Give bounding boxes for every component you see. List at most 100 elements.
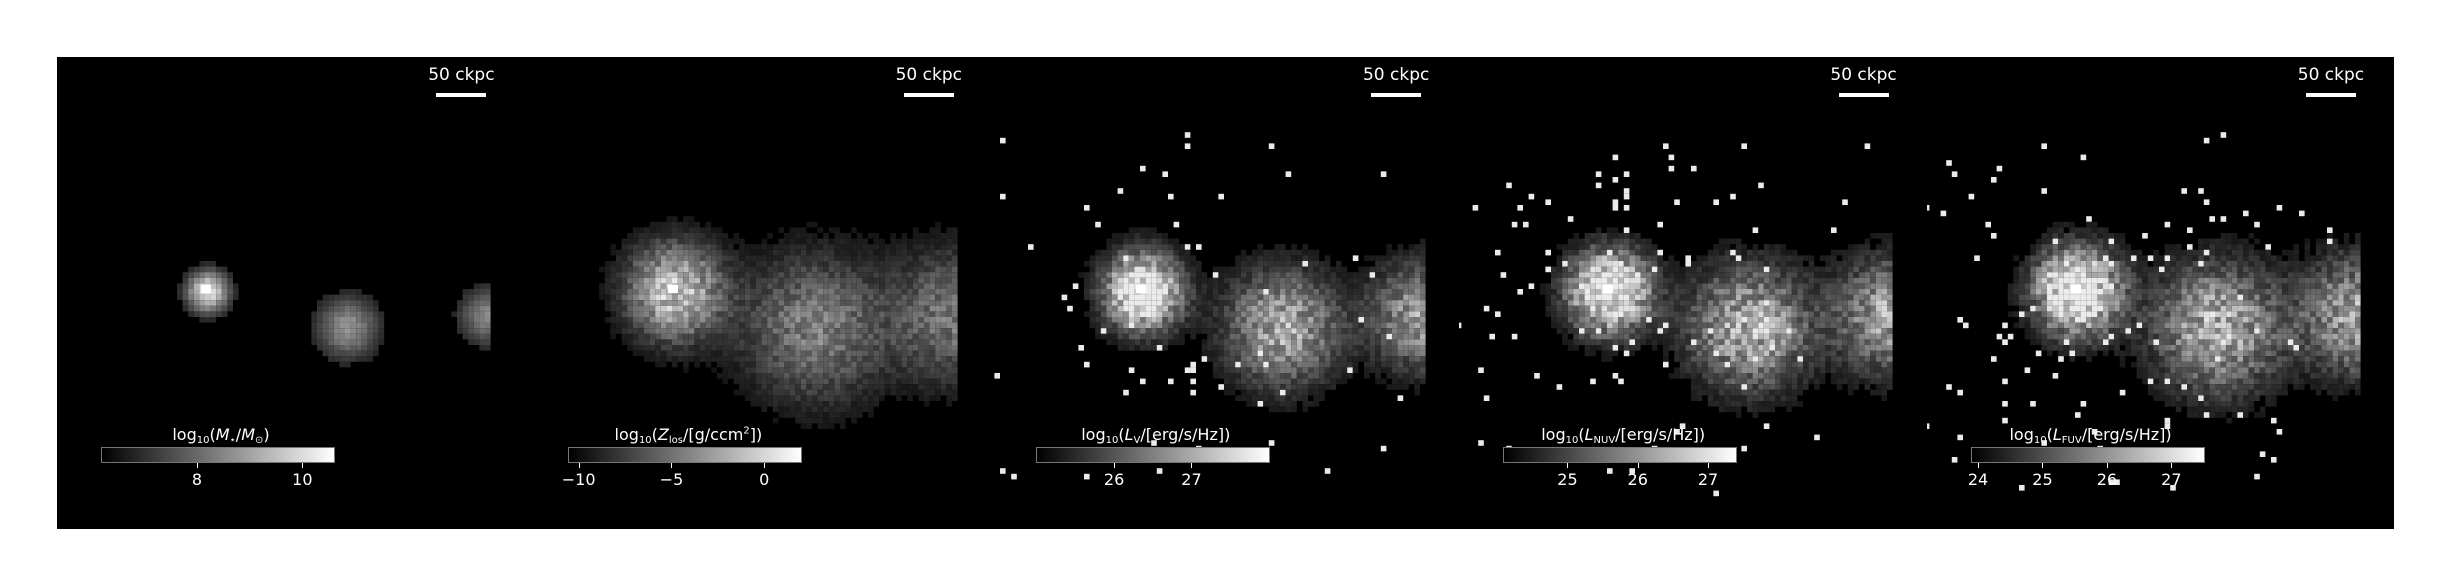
map-pixel bbox=[1257, 261, 1263, 267]
map-pixel bbox=[621, 317, 628, 323]
map-pixel bbox=[1668, 255, 1675, 261]
map-pixel bbox=[1369, 339, 1375, 345]
map-pixel bbox=[879, 305, 886, 312]
map-pixel bbox=[873, 272, 880, 278]
map-pixel bbox=[462, 300, 469, 306]
map-pixel bbox=[789, 261, 796, 267]
map-pixel bbox=[834, 384, 841, 390]
map-pixel bbox=[1819, 277, 1826, 284]
map-pixel bbox=[879, 266, 886, 273]
map-pixel bbox=[1397, 261, 1403, 267]
map-pixel bbox=[879, 272, 886, 278]
map-pixel bbox=[1178, 328, 1185, 334]
map-pixel bbox=[1223, 384, 1230, 390]
map-pixel bbox=[1696, 294, 1703, 301]
map-pixel bbox=[1374, 339, 1381, 345]
map-pixel bbox=[1853, 277, 1860, 284]
map-pixel bbox=[778, 305, 785, 312]
map-pixel bbox=[840, 361, 846, 368]
map-pixel bbox=[929, 350, 936, 357]
map-pixel bbox=[1590, 345, 1596, 351]
map-pixel bbox=[1657, 317, 1664, 323]
map-pixel bbox=[633, 249, 639, 256]
map-pixel bbox=[1724, 361, 1731, 368]
map-pixel bbox=[1881, 255, 1888, 261]
map-pixel bbox=[1691, 339, 1697, 345]
map-pixel bbox=[1201, 283, 1207, 289]
map-pixel bbox=[205, 294, 211, 301]
map-pixel bbox=[1674, 333, 1680, 340]
map-pixel bbox=[1590, 272, 1596, 278]
map-pixel bbox=[1579, 289, 1585, 295]
map-pixel bbox=[1663, 305, 1669, 312]
map-pixel bbox=[1601, 322, 1608, 329]
map-pixel bbox=[711, 294, 718, 301]
map-pixel bbox=[361, 300, 368, 306]
map-pixel bbox=[1346, 294, 1353, 301]
map-pixel bbox=[817, 283, 824, 289]
map-pixel bbox=[1847, 261, 1854, 267]
map-pixel bbox=[823, 412, 830, 418]
map-pixel bbox=[873, 317, 880, 323]
map-pixel bbox=[317, 311, 323, 317]
map-pixel bbox=[1640, 322, 1647, 329]
map-pixel bbox=[1156, 305, 1163, 312]
map-pixel bbox=[1201, 289, 1207, 295]
map-pixel bbox=[1302, 406, 1308, 413]
colorbar-label: log10(M⋆/M⊙) bbox=[172, 425, 270, 446]
map-pixel bbox=[924, 261, 930, 267]
map-pixel bbox=[1741, 322, 1748, 329]
map-pixel bbox=[1290, 322, 1297, 329]
map-pixel bbox=[1730, 384, 1736, 390]
map-pixel bbox=[205, 300, 211, 306]
map-pixel bbox=[485, 345, 491, 351]
map-pixel bbox=[1145, 345, 1151, 351]
map-pixel bbox=[1402, 300, 1409, 306]
map-pixel bbox=[1803, 283, 1809, 289]
map-pixel bbox=[1887, 249, 1893, 256]
map-pixel bbox=[1814, 311, 1820, 317]
map-pixel bbox=[868, 272, 874, 278]
map-pixel bbox=[1150, 266, 1157, 273]
map-pixel bbox=[1206, 339, 1213, 345]
map-pixel bbox=[1195, 261, 1202, 267]
map-pixel bbox=[1551, 289, 1557, 295]
map-pixel bbox=[1324, 300, 1331, 306]
map-pixel bbox=[1797, 289, 1804, 295]
map-pixel bbox=[1562, 305, 1568, 312]
map-pixel bbox=[677, 333, 684, 340]
map-pixel bbox=[1302, 244, 1308, 250]
map-pixel bbox=[851, 277, 858, 284]
map-pixel bbox=[756, 339, 762, 345]
map-pixel bbox=[913, 261, 919, 267]
map-pixel bbox=[1551, 294, 1557, 301]
map-pixel bbox=[806, 261, 813, 267]
map-pixel bbox=[834, 300, 841, 306]
map-pixel bbox=[1657, 333, 1664, 340]
map-pixel bbox=[1380, 345, 1387, 351]
map-pixel bbox=[1674, 277, 1680, 284]
map-pixel bbox=[345, 294, 351, 301]
map-pixel bbox=[1786, 272, 1792, 278]
map-pixel bbox=[1595, 339, 1602, 345]
map-pixel bbox=[1386, 345, 1392, 351]
map-pixel bbox=[739, 294, 746, 301]
map-pixel bbox=[952, 367, 958, 373]
map-pixel bbox=[1240, 322, 1247, 329]
map-pixel bbox=[840, 317, 846, 323]
map-pixel bbox=[1240, 283, 1247, 289]
map-pixel bbox=[907, 373, 914, 379]
map-pixel bbox=[1590, 277, 1596, 284]
map-pixel bbox=[616, 283, 622, 289]
map-pixel bbox=[1190, 333, 1196, 340]
map-pixel bbox=[1262, 384, 1269, 390]
map-pixel bbox=[328, 294, 334, 301]
map-pixel bbox=[885, 367, 891, 373]
map-pixel bbox=[1397, 311, 1403, 317]
map-pixel bbox=[1402, 356, 1409, 362]
map-pixel bbox=[666, 294, 673, 301]
map-pixel bbox=[1747, 356, 1753, 362]
map-pixel bbox=[328, 300, 334, 306]
map-pixel bbox=[1223, 289, 1230, 295]
map-pixel bbox=[1391, 356, 1398, 362]
